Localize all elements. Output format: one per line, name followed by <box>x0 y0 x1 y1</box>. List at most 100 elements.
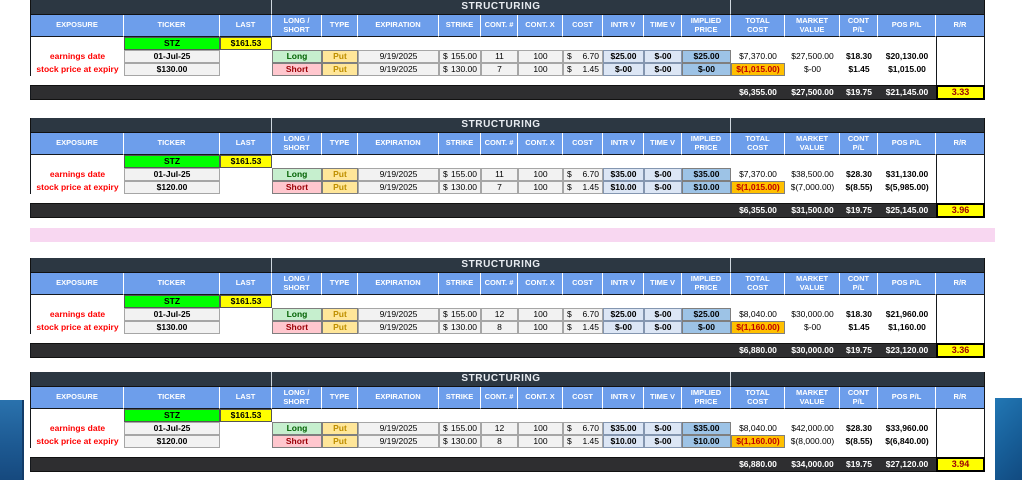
expiry-price-value[interactable]: $130.00 <box>124 321 220 334</box>
leg-cost-cell[interactable]: $1.45 <box>563 321 603 334</box>
leg-side-cell[interactable]: Short <box>272 63 322 76</box>
exposure-empty-cell <box>30 409 124 422</box>
leg-expiration-cell[interactable]: 9/19/2025 <box>358 168 439 181</box>
last-empty-cell <box>220 321 272 334</box>
leg-side-cell[interactable]: Short <box>272 435 322 448</box>
leg-intr-v-cell[interactable]: $10.00 <box>603 181 644 194</box>
leg-intr-v-cell[interactable]: $25.00 <box>603 308 644 321</box>
leg-cost-cell[interactable]: $6.70 <box>563 422 603 435</box>
leg-strike-cell[interactable]: $155.00 <box>439 168 481 181</box>
leg-expiration-cell[interactable]: 9/19/2025 <box>358 63 439 76</box>
leg-contracts-cell[interactable]: 8 <box>481 435 518 448</box>
leg-implied-price-cell[interactable]: $10.00 <box>682 181 731 194</box>
leg-implied-price-cell[interactable]: $-00 <box>682 321 731 334</box>
leg-implied-price-cell[interactable]: $10.00 <box>682 435 731 448</box>
leg-strike-cell[interactable]: $155.00 <box>439 308 481 321</box>
earnings-date-value[interactable]: 01-Jul-25 <box>124 168 220 181</box>
leg-strike-cell[interactable]: $130.00 <box>439 435 481 448</box>
leg-cont-x-cell[interactable]: 100 <box>518 422 563 435</box>
leg-cont-x-cell[interactable]: 100 <box>518 168 563 181</box>
leg-implied-price-cell[interactable]: $-00 <box>682 63 731 76</box>
leg-cost-cell[interactable]: $6.70 <box>563 308 603 321</box>
leg-implied-price-cell[interactable]: $25.00 <box>682 50 731 63</box>
leg-type-cell[interactable]: Put <box>322 181 358 194</box>
leg-intr-v-cell[interactable]: $35.00 <box>603 422 644 435</box>
ticker-cell[interactable]: STZ <box>124 155 220 168</box>
leg-cost-cell[interactable]: $6.70 <box>563 168 603 181</box>
leg-time-v-cell[interactable]: $-00 <box>644 435 682 448</box>
leg-contracts-cell[interactable]: 12 <box>481 308 518 321</box>
leg-intr-v-cell[interactable]: $-00 <box>603 63 644 76</box>
leg-contracts-cell[interactable]: 11 <box>481 168 518 181</box>
leg-expiration-cell[interactable]: 9/19/2025 <box>358 422 439 435</box>
leg-side-cell[interactable]: Short <box>272 321 322 334</box>
earnings-date-value[interactable]: 01-Jul-25 <box>124 308 220 321</box>
col-header-market-value: MARKET VALUE <box>785 273 840 295</box>
ticker-cell[interactable]: STZ <box>124 409 220 422</box>
leg-cont-x-cell[interactable]: 100 <box>518 321 563 334</box>
expiry-price-value[interactable]: $130.00 <box>124 63 220 76</box>
leg-strike-cell[interactable]: $155.00 <box>439 422 481 435</box>
leg-strike-cell[interactable]: $130.00 <box>439 321 481 334</box>
last-price-cell[interactable]: $161.53 <box>220 295 272 308</box>
title-bar-left <box>30 118 272 133</box>
leg-intr-v-cell[interactable]: $25.00 <box>603 50 644 63</box>
leg-type-cell[interactable]: Put <box>322 422 358 435</box>
leg-expiration-cell[interactable]: 9/19/2025 <box>358 181 439 194</box>
leg-implied-price-cell[interactable]: $25.00 <box>682 308 731 321</box>
leg-type-cell[interactable]: Put <box>322 168 358 181</box>
leg-side-cell[interactable]: Long <box>272 422 322 435</box>
last-price-cell[interactable]: $161.53 <box>220 155 272 168</box>
leg-side-cell[interactable]: Short <box>272 181 322 194</box>
leg-cost-cell[interactable]: $1.45 <box>563 181 603 194</box>
last-price-cell[interactable]: $161.53 <box>220 409 272 422</box>
leg-time-v-cell[interactable]: $-00 <box>644 422 682 435</box>
leg-intr-v-cell[interactable]: $10.00 <box>603 435 644 448</box>
leg-time-v-cell[interactable]: $-00 <box>644 50 682 63</box>
leg-type-cell[interactable]: Put <box>322 50 358 63</box>
leg-time-v-cell[interactable]: $-00 <box>644 308 682 321</box>
leg-strike-cell[interactable]: $130.00 <box>439 181 481 194</box>
leg-time-v-cell[interactable]: $-00 <box>644 321 682 334</box>
leg-side-cell[interactable]: Long <box>272 308 322 321</box>
leg-time-v-cell[interactable]: $-00 <box>644 181 682 194</box>
leg-cost-cell[interactable]: $1.45 <box>563 63 603 76</box>
leg-strike-cell[interactable]: $130.00 <box>439 63 481 76</box>
leg-implied-price-cell[interactable]: $35.00 <box>682 422 731 435</box>
leg-time-v-cell[interactable]: $-00 <box>644 168 682 181</box>
leg-cost-cell[interactable]: $1.45 <box>563 435 603 448</box>
leg-cont-x-cell[interactable]: 100 <box>518 435 563 448</box>
leg-implied-price-cell[interactable]: $35.00 <box>682 168 731 181</box>
leg-contracts-cell[interactable]: 7 <box>481 63 518 76</box>
leg-strike-cell[interactable]: $155.00 <box>439 50 481 63</box>
expiry-price-value[interactable]: $120.00 <box>124 435 220 448</box>
leg-intr-v-cell[interactable]: $35.00 <box>603 168 644 181</box>
leg-expiration-cell[interactable]: 9/19/2025 <box>358 308 439 321</box>
leg-type-cell[interactable]: Put <box>322 63 358 76</box>
leg-cont-x-cell[interactable]: 100 <box>518 50 563 63</box>
leg-cost-cell[interactable]: $6.70 <box>563 50 603 63</box>
leg-cont-x-cell[interactable]: 100 <box>518 63 563 76</box>
leg-contracts-cell[interactable]: 12 <box>481 422 518 435</box>
ticker-cell[interactable]: STZ <box>124 295 220 308</box>
earnings-date-value[interactable]: 01-Jul-25 <box>124 50 220 63</box>
leg-expiration-cell[interactable]: 9/19/2025 <box>358 50 439 63</box>
leg-type-cell[interactable]: Put <box>322 308 358 321</box>
leg-cont-x-cell[interactable]: 100 <box>518 181 563 194</box>
leg-side-cell[interactable]: Long <box>272 50 322 63</box>
leg-cont-x-cell[interactable]: 100 <box>518 308 563 321</box>
leg-time-v-cell[interactable]: $-00 <box>644 63 682 76</box>
expiry-price-value[interactable]: $120.00 <box>124 181 220 194</box>
leg-contracts-cell[interactable]: 7 <box>481 181 518 194</box>
leg-contracts-cell[interactable]: 11 <box>481 50 518 63</box>
leg-expiration-cell[interactable]: 9/19/2025 <box>358 435 439 448</box>
leg-expiration-cell[interactable]: 9/19/2025 <box>358 321 439 334</box>
ticker-cell[interactable]: STZ <box>124 37 220 50</box>
leg-type-cell[interactable]: Put <box>322 435 358 448</box>
leg-contracts-cell[interactable]: 8 <box>481 321 518 334</box>
leg-intr-v-cell[interactable]: $-00 <box>603 321 644 334</box>
leg-type-cell[interactable]: Put <box>322 321 358 334</box>
last-price-cell[interactable]: $161.53 <box>220 37 272 50</box>
leg-side-cell[interactable]: Long <box>272 168 322 181</box>
earnings-date-value[interactable]: 01-Jul-25 <box>124 422 220 435</box>
